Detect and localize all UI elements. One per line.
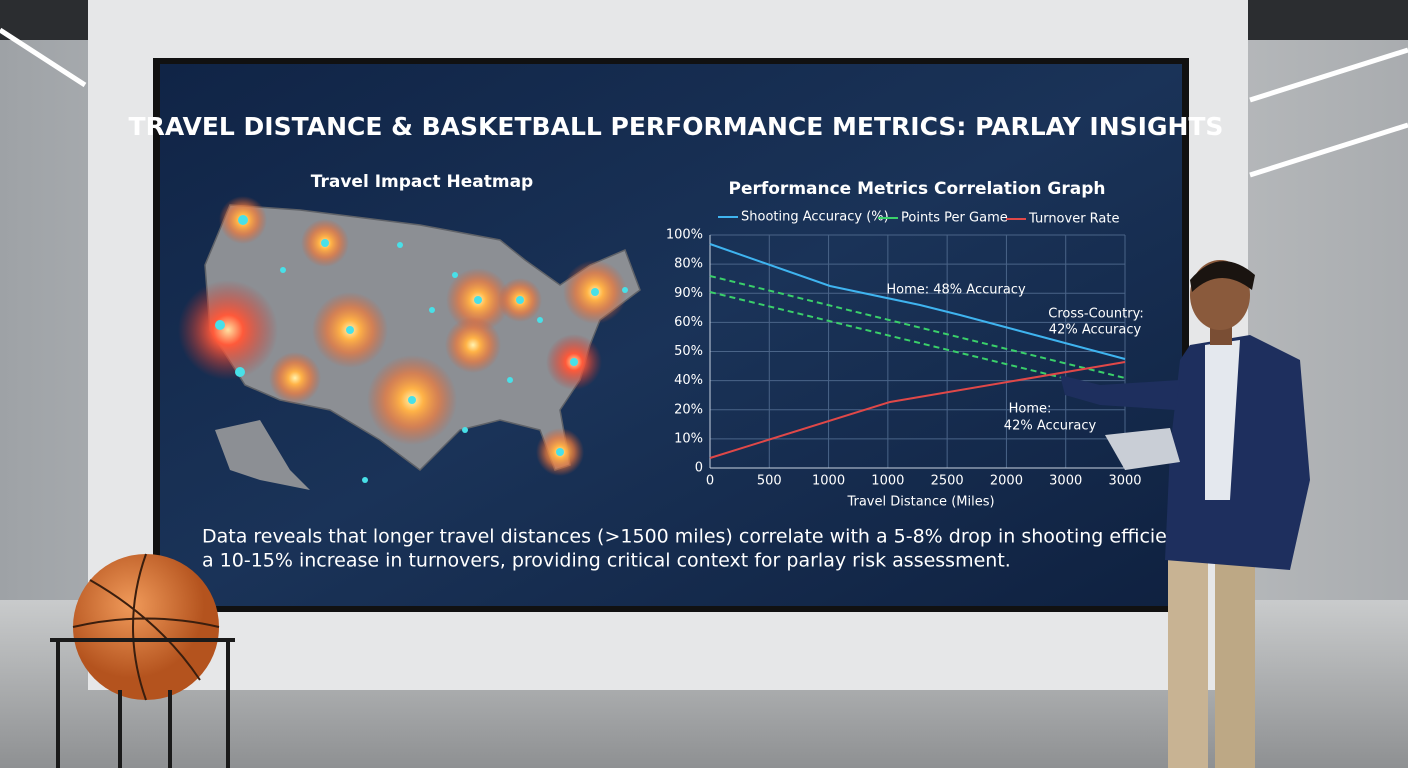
x-tick-label: 3000 [1108,474,1141,489]
points-line [709,291,1126,394]
y-axis: 100% 80% 90% 60% 50% 40% 20% 10% 0 [666,228,703,476]
caption-line: a 10-15% increase in turnovers, providin… [202,550,1011,572]
y-tick-label: 20% [674,402,703,417]
y-tick-label: 60% [674,315,703,330]
shooting-line [709,243,1126,360]
y-tick-label: 90% [674,286,703,301]
heatmap-title: Travel Impact Heatmap [311,172,533,192]
x-tick-label: 1000 [871,474,904,489]
y-tick-label: 50% [674,344,703,359]
x-axis-label: Travel Distance (Miles) [846,495,994,510]
presenter [1060,260,1310,768]
y-tick-label: 40% [674,373,703,388]
legend-label: Shooting Accuracy (%) [741,210,889,225]
graph-title: Performance Metrics Correlation Graph [728,179,1105,199]
legend-label: Points Per Game [901,211,1008,226]
title: TRAVEL DISTANCE & BASKETBALL PERFORMANCE… [129,112,1224,141]
turnover-line [709,361,1126,459]
y-tick-label: 100% [666,228,703,243]
basketball-stand [50,553,235,768]
ceiling-light [1249,122,1408,178]
annotation: Cross-Country: [1048,307,1143,322]
legend: Shooting Accuracy (%) Points Per Game Tu… [718,210,1120,227]
x-tick-label: 2000 [990,474,1023,489]
annotation: Home: 48% Accuracy [886,283,1026,298]
y-tick-label: 10% [674,431,703,446]
annotation: 42% Accuracy [1004,419,1097,434]
y-tick-label: 0 [695,461,703,476]
x-tick-label: 1000 [812,474,845,489]
y-tick-label: 80% [674,257,703,272]
ceiling-light [1249,47,1408,103]
x-axis: 0 500 1000 1000 2500 2000 3000 3000 [706,474,1142,489]
legend-label: Turnover Rate [1028,212,1120,227]
x-tick-label: 500 [757,474,782,489]
x-tick-label: 0 [706,474,714,489]
annotation: Home: [1009,402,1052,417]
us-map [204,204,641,490]
x-tick-label: 3000 [1049,474,1082,489]
ceiling-light [0,27,87,88]
x-tick-label: 2500 [931,474,964,489]
points-line [709,275,1126,379]
caption-line: Data reveals that longer travel distance… [202,526,1242,548]
city-dots [215,215,628,483]
annotation: 42% Accuracy [1049,323,1142,338]
annotations: Home: 48% Accuracy Cross-Country: 42% Ac… [886,283,1143,434]
